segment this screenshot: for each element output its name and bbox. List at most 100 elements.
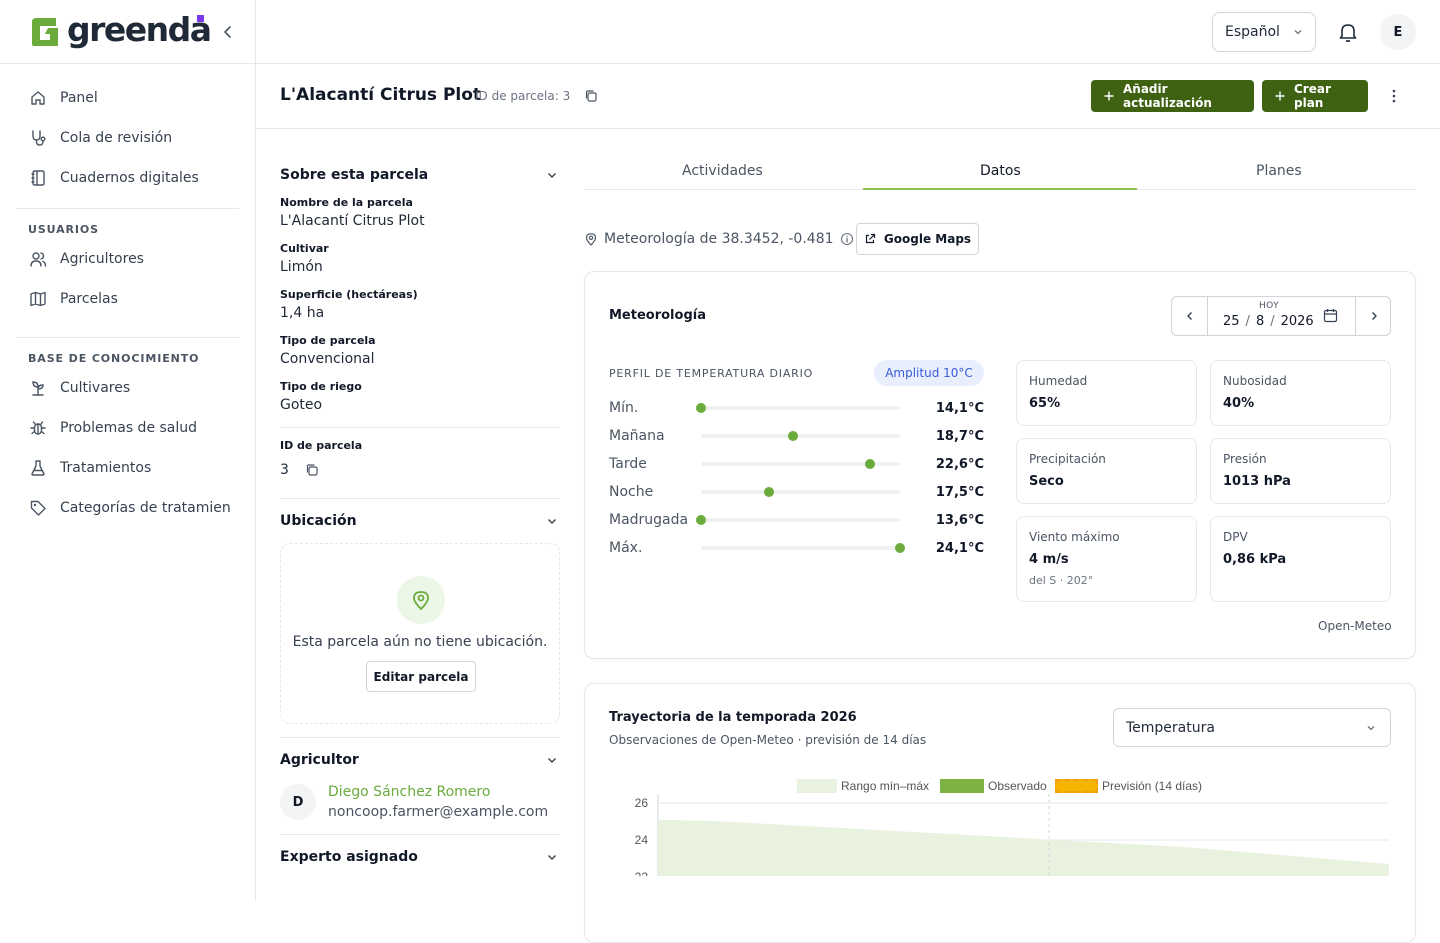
plot-id-field-value: 3 [280, 462, 289, 478]
amplitude-badge: Amplitud 10°C [874, 360, 984, 386]
copy-icon[interactable] [305, 463, 319, 477]
chevron-down-icon[interactable] [546, 515, 558, 527]
create-plan-button[interactable]: Crear plan [1262, 80, 1368, 112]
calendar-icon[interactable] [1323, 308, 1338, 323]
stat-value: 1013 hPa [1223, 474, 1291, 489]
users-icon [28, 249, 48, 269]
copy-icon[interactable] [584, 89, 598, 103]
field-value: Limón [280, 259, 323, 275]
field-label: Nombre de la parcela [280, 196, 413, 209]
legend-swatch-range [797, 779, 837, 793]
tab-active-indicator [863, 188, 1137, 190]
info-icon[interactable] [840, 232, 854, 246]
stat-humidity: Humedad 65% [1016, 360, 1197, 426]
season-subtitle: Observaciones de Open-Meteo · previsión … [609, 733, 927, 747]
season-chart: 26 24 22 [635, 794, 1389, 876]
sidebar-item-label: Tratamientos [60, 460, 152, 476]
language-select[interactable]: Español [1212, 12, 1316, 52]
legend-range[interactable]: Rango mín–máx [797, 779, 929, 793]
legend-forecast[interactable]: Previsión (14 días) [1055, 779, 1202, 793]
temp-profile-title: PERFIL DE TEMPERATURA DIARIO [609, 367, 814, 380]
metric-value: Temperatura [1126, 719, 1215, 736]
about-section-title[interactable]: Sobre esta parcela [280, 167, 429, 183]
stat-label: Precipitación [1029, 452, 1106, 466]
chevron-down-icon[interactable] [546, 851, 558, 863]
tag-icon [28, 498, 48, 518]
weather-source: Open-Meteo [1318, 619, 1392, 633]
stat-value: 4 m/s [1029, 552, 1069, 567]
stat-max-wind: Viento máximo 4 m/s del S · 202° [1016, 516, 1197, 602]
sidebar-item-treatments[interactable]: Tratamientos [28, 456, 151, 480]
bell-icon[interactable] [1336, 20, 1360, 44]
weather-coords: Meteorología de 38.3452, -0.481 [584, 231, 854, 247]
sidebar: greenda Panel Cola de revisión Cuadernos… [0, 0, 256, 900]
date-year[interactable]: 2026 [1280, 314, 1314, 329]
map-pin-icon [410, 589, 432, 611]
legend-label: Rango mín–máx [841, 779, 930, 793]
chevron-down-icon[interactable] [546, 754, 558, 766]
sidebar-item-plots[interactable]: Parcelas [28, 287, 118, 311]
prev-day-button[interactable] [1172, 297, 1208, 335]
section-label-knowledge-base: BASE DE CONOCIMIENTO [28, 352, 200, 365]
brand-name: greenda [67, 10, 212, 49]
farmer-avatar: D [280, 784, 316, 820]
legend-observed[interactable]: Observado [940, 779, 1047, 793]
top-bar: Español E [256, 0, 1440, 64]
user-avatar[interactable]: E [1380, 14, 1416, 50]
bug-icon [28, 418, 48, 438]
season-chart-clip: 26 24 22 [600, 794, 1400, 876]
brand-dot [197, 15, 204, 22]
metric-select[interactable]: Temperatura [1113, 708, 1391, 747]
plus-icon [1103, 90, 1115, 102]
chart-range-area [658, 819, 1389, 876]
tab-plans[interactable]: Planes [1256, 163, 1302, 179]
farmer-section-title[interactable]: Agricultor [280, 752, 359, 768]
chart-y-tick: 22 [635, 870, 649, 876]
date-day[interactable]: 25 [1223, 314, 1240, 329]
sidebar-item-cultivars[interactable]: Cultivares [28, 376, 130, 400]
location-empty-text: Esta parcela aún no tiene ubicación. [292, 634, 548, 650]
field-value: Convencional [280, 351, 375, 367]
stat-label: Viento máximo [1029, 530, 1120, 544]
sidebar-item-notebooks[interactable]: Cuadernos digitales [28, 166, 199, 190]
date-input[interactable]: HOY 25 / 8 / 2026 [1209, 297, 1355, 335]
sidebar-item-treatment-categories[interactable]: Categorías de tratamien [28, 496, 231, 520]
tab-activities[interactable]: Actividades [682, 163, 763, 179]
map-pin-icon [584, 232, 598, 246]
create-plan-label: Crear plan [1294, 82, 1331, 110]
chevron-down-icon[interactable] [546, 169, 558, 181]
chevron-down-icon [1293, 27, 1303, 37]
google-maps-button[interactable]: Google Maps [856, 223, 979, 255]
chevron-left-icon[interactable] [220, 24, 236, 40]
location-empty-state: Esta parcela aún no tiene ubicación. Edi… [280, 543, 560, 724]
temp-dot [696, 515, 706, 525]
more-vertical-icon[interactable] [1386, 88, 1402, 104]
temp-dot [895, 543, 905, 553]
sidebar-item-panel[interactable]: Panel [28, 86, 98, 110]
next-day-button[interactable] [1355, 297, 1391, 335]
farmer-name-link[interactable]: Diego Sánchez Romero [328, 784, 491, 800]
sidebar-item-health-problems[interactable]: Problemas de salud [28, 416, 197, 440]
weather-card-title: Meteorología [609, 308, 706, 323]
sidebar-item-label: Agricultores [60, 251, 144, 267]
date-month[interactable]: 8 [1255, 314, 1265, 329]
expert-section-title[interactable]: Experto asignado [280, 849, 418, 865]
plot-id-label: ID de parcela: 3 [475, 89, 571, 103]
stat-label: Humedad [1029, 374, 1088, 388]
edit-plot-button[interactable]: Editar parcela [366, 661, 476, 692]
date-separator: / [1245, 314, 1250, 329]
tab-data[interactable]: Datos [980, 163, 1021, 179]
sidebar-item-farmers[interactable]: Agricultores [28, 247, 144, 271]
temp-track [701, 546, 900, 550]
temp-track [701, 406, 900, 410]
add-update-button[interactable]: Añadir actualización [1091, 80, 1254, 112]
field-value: 1,4 ha [280, 305, 325, 321]
legend-swatch-observed [940, 779, 984, 793]
chart-y-tick: 26 [635, 796, 649, 810]
sprout-icon [28, 378, 48, 398]
stat-vpd: DPV 0,86 kPa [1210, 516, 1391, 602]
stat-cloud-cover: Nubosidad 40% [1210, 360, 1391, 426]
location-section-title[interactable]: Ubicación [280, 513, 357, 529]
sidebar-item-review-queue[interactable]: Cola de revisión [28, 126, 172, 150]
stat-value: 40% [1223, 396, 1255, 411]
